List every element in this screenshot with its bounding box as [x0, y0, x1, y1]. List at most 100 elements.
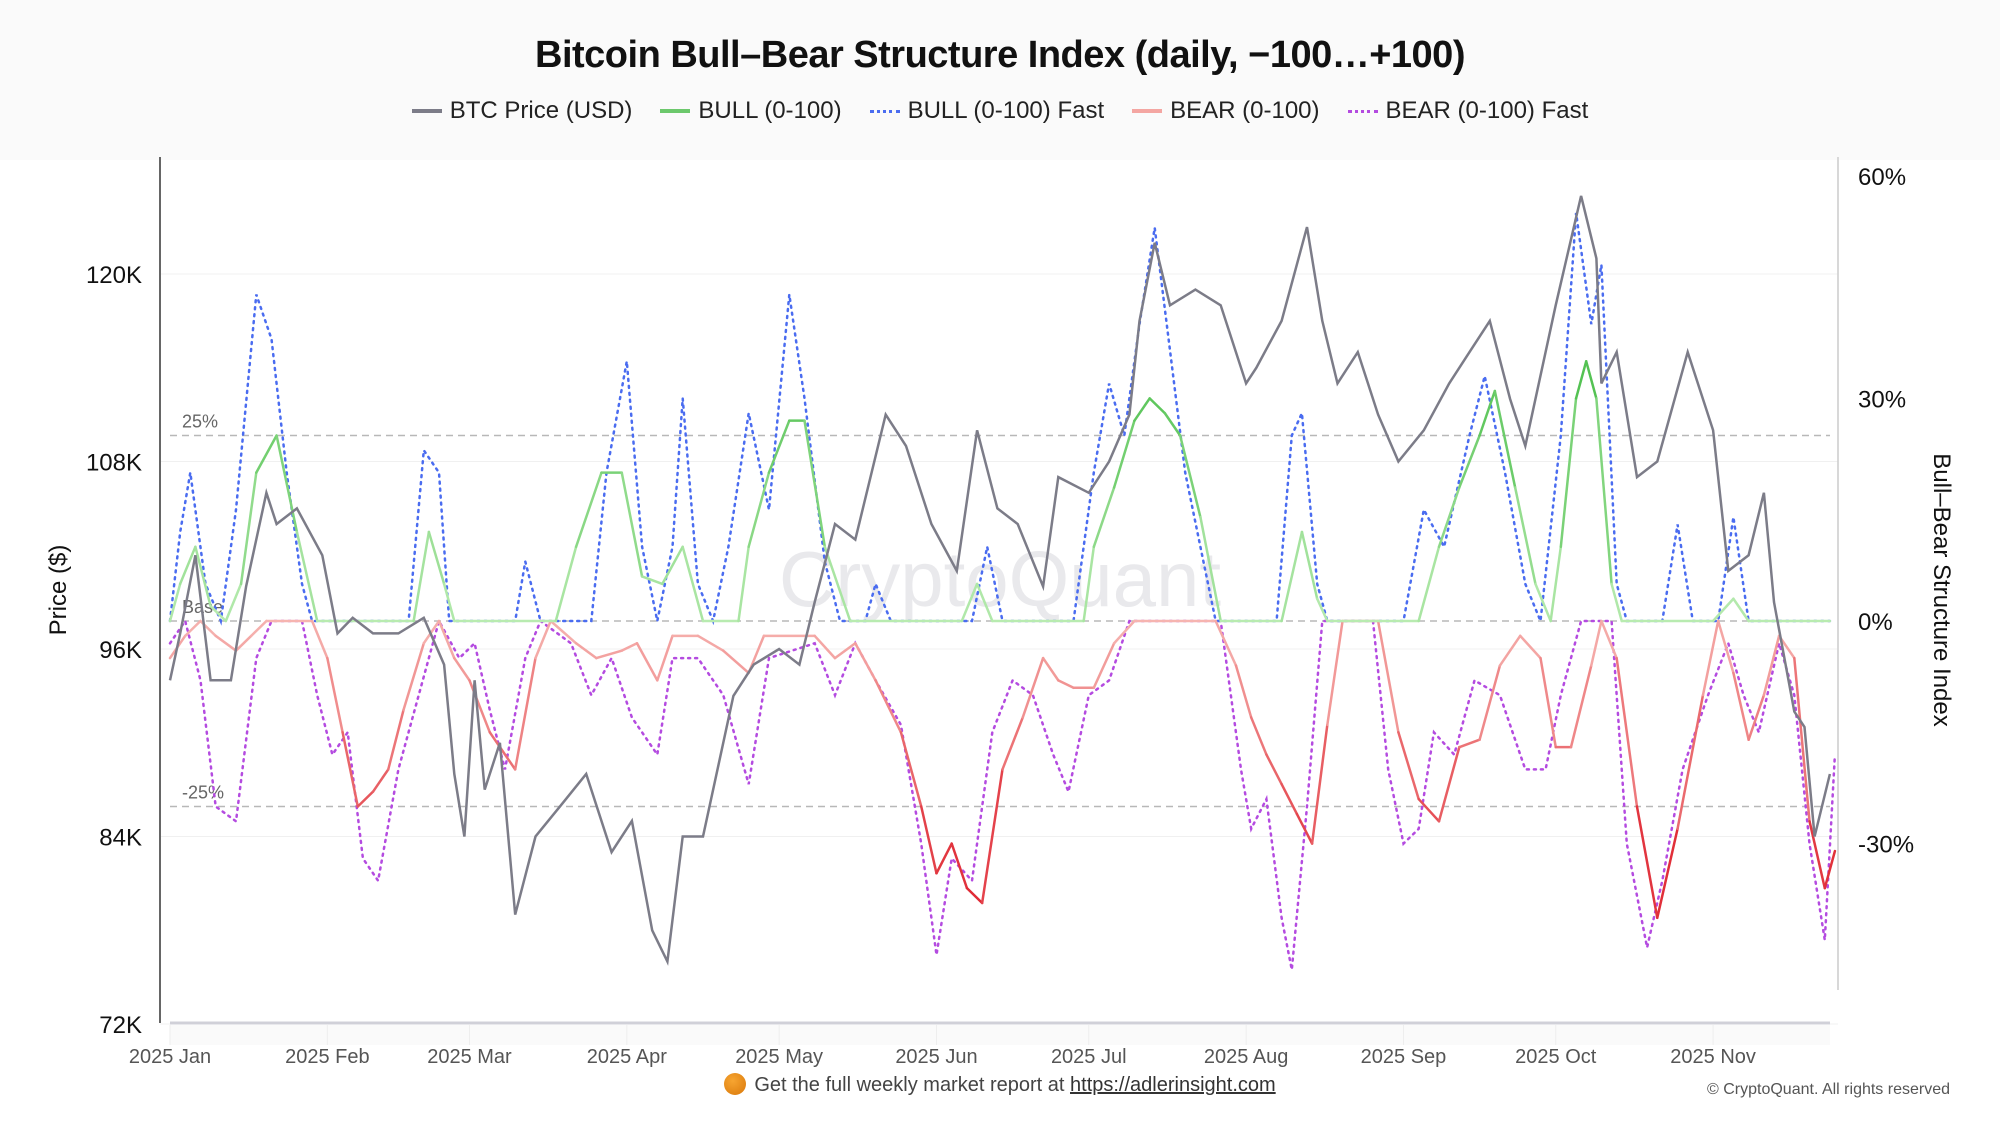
- series-segment: [874, 679, 903, 734]
- series-segment: [453, 656, 471, 682]
- series-segment: [1310, 723, 1329, 845]
- x-tick-label: 2025 Jul: [1051, 1046, 1127, 1068]
- series-segment: [224, 582, 243, 623]
- legend-item-bull-fast[interactable]: BULL (0-100) Fast: [869, 97, 1105, 125]
- series-segment: [371, 768, 390, 793]
- series-segment: [488, 731, 517, 771]
- series-segment: [1747, 693, 1766, 741]
- series-segment: [1376, 619, 1400, 734]
- series-segment: [1280, 782, 1299, 816]
- series-segment: [1148, 397, 1167, 415]
- series-segment: [1265, 753, 1283, 786]
- series-segment: [823, 545, 852, 623]
- series-segment: [1732, 597, 1750, 623]
- series-segment: [255, 434, 278, 474]
- footer: Get the full weekly market report at htt…: [0, 1073, 2000, 1097]
- legend-label: BULL (0-100): [698, 97, 842, 124]
- series-segment: [1493, 389, 1517, 489]
- series-segment: [854, 642, 877, 682]
- series-segment: [209, 604, 228, 623]
- series-segment: [1498, 634, 1522, 667]
- left-tick-label: 96K: [99, 637, 142, 664]
- series-segment: [1539, 656, 1557, 749]
- series-segment: [1437, 745, 1461, 823]
- legend-item-price[interactable]: BTC Price (USD): [411, 97, 632, 125]
- series-segment: [1569, 664, 1593, 749]
- x-tick-label: 2025 Jan: [129, 1046, 211, 1068]
- series-segment: [574, 471, 603, 549]
- series-segment: [549, 619, 578, 645]
- series-segment: [1732, 671, 1750, 741]
- right-axis-title: Bull–Bear Structure Index: [1928, 453, 1955, 726]
- series-segment: [1397, 731, 1420, 801]
- series-segment: [1458, 434, 1481, 489]
- coin-icon: [724, 1073, 747, 1095]
- series-segment: [412, 530, 431, 623]
- series-segment: [722, 649, 750, 675]
- series-segment: [1234, 664, 1253, 719]
- series-segment: [803, 419, 827, 549]
- series-segment: [1437, 486, 1461, 549]
- series-segment: [1610, 582, 1623, 623]
- series-segment: [513, 656, 537, 771]
- series-segment: [402, 642, 426, 712]
- series-segment: [534, 619, 552, 660]
- series-segment: [1315, 597, 1329, 623]
- footer-link[interactable]: https://adlerinsight.com: [1070, 1074, 1276, 1096]
- series-segment: [1716, 619, 1735, 675]
- series-segment: [442, 582, 456, 623]
- x-tick-label: 2025 Mar: [427, 1046, 512, 1068]
- series-segment: [275, 434, 299, 534]
- legend-label: BEAR (0-100): [1170, 97, 1320, 124]
- series-segment: [1300, 530, 1319, 600]
- x-tick-label: 2025 Sep: [1361, 1046, 1447, 1068]
- series-segment: [919, 805, 938, 875]
- series-segment: [214, 634, 238, 652]
- right-tick-label: 60%: [1858, 164, 1906, 191]
- series-btc-price-usd: [168, 195, 1832, 966]
- series-segment: [747, 471, 771, 549]
- reference-line-label: 25%: [182, 412, 218, 432]
- series-segment: [437, 619, 456, 660]
- series-segment: [356, 790, 375, 808]
- series-segment: [1458, 738, 1481, 749]
- series-bull-0-100-fast: [168, 212, 1832, 626]
- series-segment: [813, 634, 837, 660]
- series-segment: [326, 656, 344, 734]
- series-segment: [1534, 582, 1552, 623]
- series-segment: [1163, 411, 1182, 437]
- series-segment: [1417, 797, 1441, 823]
- x-tick-label: 2025 Apr: [587, 1046, 667, 1068]
- series-segment: [178, 545, 197, 586]
- x-tick-label: 2025 Nov: [1670, 1046, 1756, 1068]
- series-segment: [1701, 619, 1720, 697]
- series-segment: [1518, 634, 1542, 660]
- series-segment: [1326, 619, 1344, 727]
- series-segment: [387, 708, 405, 771]
- series-segment: [833, 642, 857, 660]
- legend-item-bull[interactable]: BULL (0-100): [660, 97, 842, 125]
- series-segment: [899, 731, 923, 808]
- left-tick-label: 120K: [86, 262, 142, 289]
- legend-item-bear[interactable]: BEAR (0-100): [1132, 97, 1320, 125]
- right-tick-label: 0%: [1858, 609, 1893, 636]
- series-segment: [960, 582, 979, 623]
- series-segment: [1549, 545, 1563, 623]
- series-segment: [980, 768, 1004, 905]
- series-bull-0-100: [168, 360, 1832, 623]
- series-segment: [234, 634, 253, 652]
- series-segment: [595, 649, 624, 660]
- series-segment: [1600, 619, 1618, 660]
- series-segment: [950, 842, 969, 890]
- legend-item-bear-fast[interactable]: BEAR (0-100) Fast: [1347, 97, 1588, 125]
- series-segment: [1574, 360, 1588, 400]
- series-segment: [1112, 619, 1136, 645]
- left-tick-label: 72K: [99, 1012, 142, 1039]
- series-segment: [681, 545, 705, 623]
- legend-label: BULL (0-100) Fast: [907, 97, 1105, 124]
- series-bear-0-100: [168, 619, 1837, 920]
- series-segment: [1478, 664, 1502, 741]
- series-segment: [1656, 827, 1679, 920]
- series-segment: [427, 530, 446, 586]
